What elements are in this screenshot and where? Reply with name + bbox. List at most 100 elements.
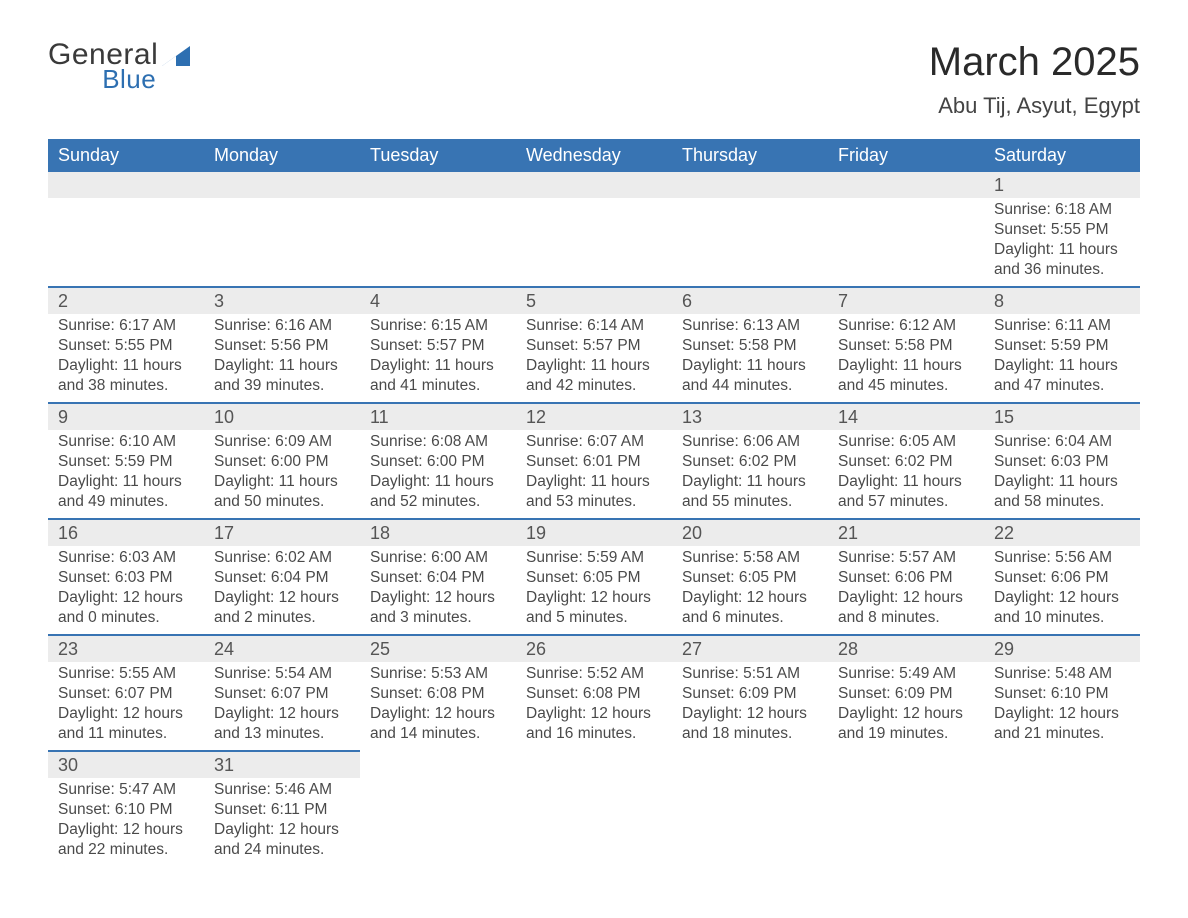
- sunrise-line: Sunrise: 6:03 AM: [58, 548, 194, 568]
- sunset-line: Sunset: 6:09 PM: [838, 684, 974, 704]
- day-number: 1: [984, 172, 1140, 198]
- calendar-day-cell: 8Sunrise: 6:11 AMSunset: 5:59 PMDaylight…: [984, 287, 1140, 403]
- sunrise-line: Sunrise: 6:14 AM: [526, 316, 662, 336]
- sunrise-line: Sunrise: 6:04 AM: [994, 432, 1130, 452]
- sunrise-line: Sunrise: 6:15 AM: [370, 316, 506, 336]
- day-number: 21: [828, 520, 984, 546]
- sunset-line: Sunset: 5:55 PM: [994, 220, 1130, 240]
- daylight-line-2: and 49 minutes.: [58, 492, 194, 512]
- daylight-line-2: and 52 minutes.: [370, 492, 506, 512]
- calendar-week-row: 16Sunrise: 6:03 AMSunset: 6:03 PMDayligh…: [48, 519, 1140, 635]
- calendar-day-cell: 27Sunrise: 5:51 AMSunset: 6:09 PMDayligh…: [672, 635, 828, 751]
- calendar-week-row: 30Sunrise: 5:47 AMSunset: 6:10 PMDayligh…: [48, 751, 1140, 866]
- sunset-line: Sunset: 6:11 PM: [214, 800, 350, 820]
- sunrise-line: Sunrise: 6:05 AM: [838, 432, 974, 452]
- sunrise-line: Sunrise: 6:12 AM: [838, 316, 974, 336]
- calendar-day-cell: 1Sunrise: 6:18 AMSunset: 5:55 PMDaylight…: [984, 172, 1140, 287]
- weekday-header: Friday: [828, 139, 984, 172]
- logo-text: General Blue: [48, 40, 158, 92]
- sunset-line: Sunset: 5:58 PM: [838, 336, 974, 356]
- sunrise-line: Sunrise: 5:55 AM: [58, 664, 194, 684]
- sunrise-line: Sunrise: 6:00 AM: [370, 548, 506, 568]
- daylight-line-2: and 41 minutes.: [370, 376, 506, 396]
- daylight-line-2: and 22 minutes.: [58, 840, 194, 860]
- daylight-line-1: Daylight: 11 hours: [994, 356, 1130, 376]
- calendar-day-cell: [984, 751, 1140, 866]
- daylight-line-1: Daylight: 11 hours: [370, 356, 506, 376]
- day-number: 26: [516, 636, 672, 662]
- day-number: [672, 172, 828, 198]
- day-body: Sunrise: 6:14 AMSunset: 5:57 PMDaylight:…: [516, 314, 672, 402]
- daylight-line-2: and 21 minutes.: [994, 724, 1130, 744]
- daylight-line-1: Daylight: 12 hours: [370, 588, 506, 608]
- day-body: Sunrise: 6:11 AMSunset: 5:59 PMDaylight:…: [984, 314, 1140, 402]
- calendar-day-cell: 6Sunrise: 6:13 AMSunset: 5:58 PMDaylight…: [672, 287, 828, 403]
- sunset-line: Sunset: 6:08 PM: [526, 684, 662, 704]
- sunset-line: Sunset: 5:59 PM: [58, 452, 194, 472]
- sunrise-line: Sunrise: 5:53 AM: [370, 664, 506, 684]
- daylight-line-2: and 39 minutes.: [214, 376, 350, 396]
- day-body: Sunrise: 6:15 AMSunset: 5:57 PMDaylight:…: [360, 314, 516, 402]
- sunrise-line: Sunrise: 6:08 AM: [370, 432, 506, 452]
- sunrise-line: Sunrise: 6:07 AM: [526, 432, 662, 452]
- daylight-line-1: Daylight: 12 hours: [58, 588, 194, 608]
- sunset-line: Sunset: 6:07 PM: [214, 684, 350, 704]
- sunset-line: Sunset: 6:03 PM: [994, 452, 1130, 472]
- sunrise-line: Sunrise: 6:06 AM: [682, 432, 818, 452]
- daylight-line-1: Daylight: 12 hours: [838, 704, 974, 724]
- daylight-line-1: Daylight: 11 hours: [58, 472, 194, 492]
- daylight-line-2: and 50 minutes.: [214, 492, 350, 512]
- day-body: [48, 198, 204, 286]
- sunrise-line: Sunrise: 5:59 AM: [526, 548, 662, 568]
- day-body: Sunrise: 5:47 AMSunset: 6:10 PMDaylight:…: [48, 778, 204, 866]
- day-body: Sunrise: 6:10 AMSunset: 5:59 PMDaylight:…: [48, 430, 204, 518]
- calendar-day-cell: 4Sunrise: 6:15 AMSunset: 5:57 PMDaylight…: [360, 287, 516, 403]
- sunset-line: Sunset: 6:08 PM: [370, 684, 506, 704]
- day-body: Sunrise: 6:02 AMSunset: 6:04 PMDaylight:…: [204, 546, 360, 634]
- sunrise-line: Sunrise: 5:56 AM: [994, 548, 1130, 568]
- sunrise-line: Sunrise: 5:52 AM: [526, 664, 662, 684]
- calendar-day-cell: 19Sunrise: 5:59 AMSunset: 6:05 PMDayligh…: [516, 519, 672, 635]
- calendar-week-row: 2Sunrise: 6:17 AMSunset: 5:55 PMDaylight…: [48, 287, 1140, 403]
- daylight-line-1: Daylight: 11 hours: [682, 472, 818, 492]
- calendar-day-cell: 15Sunrise: 6:04 AMSunset: 6:03 PMDayligh…: [984, 403, 1140, 519]
- calendar-week-row: 1Sunrise: 6:18 AMSunset: 5:55 PMDaylight…: [48, 172, 1140, 287]
- day-number: [984, 751, 1140, 777]
- month-title: March 2025: [929, 40, 1140, 85]
- sunrise-line: Sunrise: 6:16 AM: [214, 316, 350, 336]
- day-body: Sunrise: 6:12 AMSunset: 5:58 PMDaylight:…: [828, 314, 984, 402]
- day-body: Sunrise: 5:56 AMSunset: 6:06 PMDaylight:…: [984, 546, 1140, 634]
- daylight-line-2: and 42 minutes.: [526, 376, 662, 396]
- sunset-line: Sunset: 6:04 PM: [370, 568, 506, 588]
- day-body: [360, 198, 516, 286]
- sunset-line: Sunset: 5:55 PM: [58, 336, 194, 356]
- day-body: Sunrise: 5:52 AMSunset: 6:08 PMDaylight:…: [516, 662, 672, 750]
- day-body: Sunrise: 6:09 AMSunset: 6:00 PMDaylight:…: [204, 430, 360, 518]
- weekday-header: Sunday: [48, 139, 204, 172]
- day-number: 19: [516, 520, 672, 546]
- calendar-day-cell: 26Sunrise: 5:52 AMSunset: 6:08 PMDayligh…: [516, 635, 672, 751]
- day-body: Sunrise: 5:58 AMSunset: 6:05 PMDaylight:…: [672, 546, 828, 634]
- calendar-day-cell: 11Sunrise: 6:08 AMSunset: 6:00 PMDayligh…: [360, 403, 516, 519]
- day-number: [48, 172, 204, 198]
- sunrise-line: Sunrise: 6:09 AM: [214, 432, 350, 452]
- sunset-line: Sunset: 6:06 PM: [838, 568, 974, 588]
- daylight-line-1: Daylight: 11 hours: [526, 472, 662, 492]
- day-number: 12: [516, 404, 672, 430]
- daylight-line-2: and 18 minutes.: [682, 724, 818, 744]
- daylight-line-2: and 8 minutes.: [838, 608, 974, 628]
- day-number: 24: [204, 636, 360, 662]
- sunrise-line: Sunrise: 5:48 AM: [994, 664, 1130, 684]
- day-body: [516, 198, 672, 286]
- sunset-line: Sunset: 6:02 PM: [838, 452, 974, 472]
- daylight-line-2: and 47 minutes.: [994, 376, 1130, 396]
- calendar-day-cell: 7Sunrise: 6:12 AMSunset: 5:58 PMDaylight…: [828, 287, 984, 403]
- daylight-line-1: Daylight: 11 hours: [994, 240, 1130, 260]
- weekday-header: Tuesday: [360, 139, 516, 172]
- daylight-line-1: Daylight: 12 hours: [682, 588, 818, 608]
- calendar-day-cell: 16Sunrise: 6:03 AMSunset: 6:03 PMDayligh…: [48, 519, 204, 635]
- daylight-line-1: Daylight: 12 hours: [838, 588, 974, 608]
- day-body: Sunrise: 5:55 AMSunset: 6:07 PMDaylight:…: [48, 662, 204, 750]
- day-number: [360, 751, 516, 777]
- sunset-line: Sunset: 6:07 PM: [58, 684, 194, 704]
